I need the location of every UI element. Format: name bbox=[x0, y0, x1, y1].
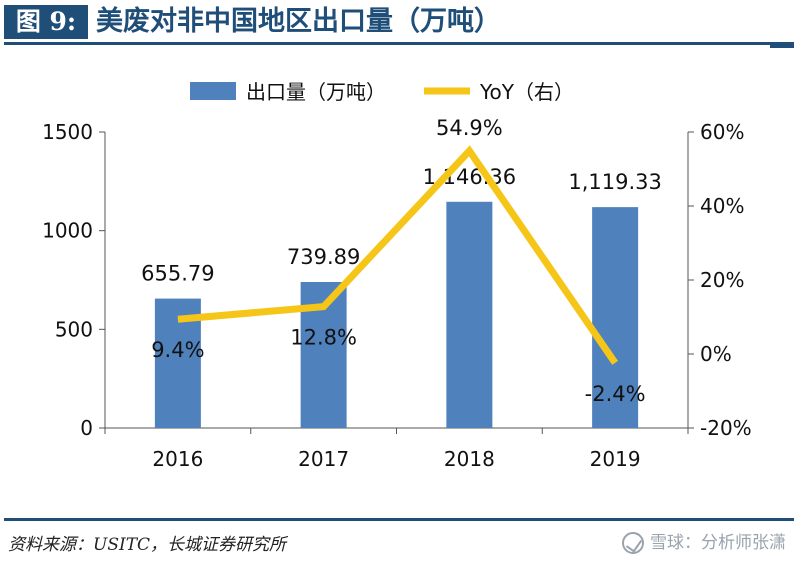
bar-data-label: 739.89 bbox=[287, 245, 360, 269]
watermark: 雪球：分析师张潇 bbox=[622, 528, 786, 554]
x-tick-label: 2016 bbox=[152, 447, 203, 471]
figure-label: 图 9: bbox=[4, 5, 88, 39]
yoy-data-label: -2.4% bbox=[585, 382, 646, 406]
legend-bar-label: 出口量（万吨） bbox=[246, 80, 386, 104]
footer-rule bbox=[4, 518, 794, 521]
figure-header: 图 9: 美废对非中国地区出口量（万吨） bbox=[0, 0, 800, 48]
right-tick-label: 60% bbox=[700, 120, 744, 144]
header-rule-accent bbox=[770, 42, 794, 48]
bar bbox=[592, 207, 639, 428]
yoy-data-label: 9.4% bbox=[151, 338, 204, 362]
bar-data-label: 1,119.33 bbox=[568, 170, 662, 194]
yoy-data-label: 12.8% bbox=[290, 326, 357, 350]
combo-chart: 0 500 1000 1500 -20% 0% 20% 40% 60% 2016 2017 2018 2… bbox=[42, 80, 752, 471]
x-tick-label: 2017 bbox=[298, 447, 349, 471]
snowball-logo-icon bbox=[622, 532, 644, 554]
chart-title: 美废对非中国地区出口量（万吨） bbox=[96, 6, 501, 37]
left-tick-label: 1000 bbox=[42, 219, 93, 243]
left-tick-label: 500 bbox=[55, 317, 93, 341]
header-rule bbox=[4, 42, 794, 45]
right-tick-label: -20% bbox=[700, 416, 752, 440]
bar-data-label: 655.79 bbox=[141, 262, 214, 286]
left-tick-label: 0 bbox=[80, 416, 93, 440]
bar bbox=[446, 201, 493, 428]
left-tick-label: 1500 bbox=[42, 120, 93, 144]
yoy-line bbox=[177, 145, 619, 365]
legend-line-label: YoY（右） bbox=[479, 80, 574, 104]
x-tick-label: 2018 bbox=[444, 447, 495, 471]
watermark-text: 雪球：分析师张潇 bbox=[650, 533, 786, 553]
x-tick-label: 2019 bbox=[590, 447, 641, 471]
right-tick-label: 40% bbox=[700, 194, 744, 218]
legend-bar-swatch bbox=[190, 82, 236, 100]
source-note: 资料来源：USITC，长城证券研究所 bbox=[8, 535, 287, 555]
yoy-data-label: 54.9% bbox=[436, 116, 503, 140]
right-tick-label: 0% bbox=[700, 342, 732, 366]
right-tick-label: 20% bbox=[700, 268, 744, 292]
